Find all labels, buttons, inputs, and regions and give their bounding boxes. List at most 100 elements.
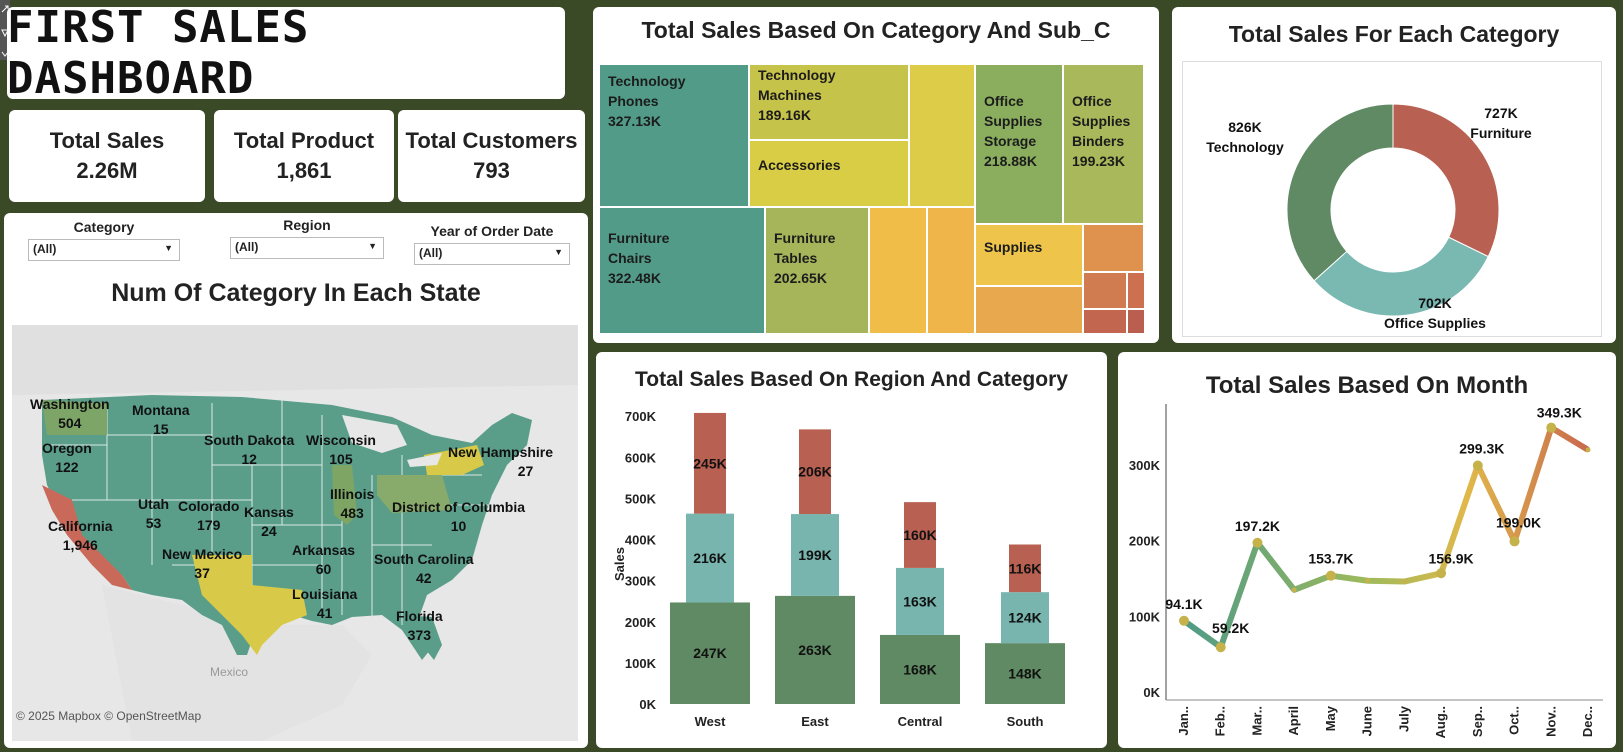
- donut-chart[interactable]: 727K Furniture 702K Office Supplies 826K Tech…: [1183, 62, 1603, 338]
- bar-value-label: 116K: [1009, 560, 1042, 576]
- state-label-california: California 1,946: [48, 518, 113, 553]
- donut-title: Total Sales For Each Category: [1228, 21, 1560, 47]
- treemap-cell-office-other-4[interactable]: [1127, 272, 1145, 309]
- treemap-cell-office-other-2[interactable]: [1083, 224, 1144, 272]
- y-tick-label: 0K: [639, 697, 656, 712]
- treemap-cell-office-binders[interactable]: Office Supplies Binders 199.23K: [1063, 64, 1144, 224]
- dropdown-value: (All): [419, 246, 443, 260]
- donut-value-label: 702K: [1418, 295, 1451, 311]
- x-tick-label: Feb..: [1213, 706, 1228, 736]
- bar-segment[interactable]: [904, 502, 936, 568]
- line-point[interactable]: [1585, 447, 1591, 453]
- bar-value-label: 263K: [798, 642, 831, 658]
- donut-slice[interactable]: [1313, 236, 1489, 317]
- line-value-label: 156.9K: [1429, 550, 1474, 566]
- y-tick-label: 200K: [625, 615, 657, 630]
- treemap-cell-tech-accessories[interactable]: Accessories: [749, 140, 909, 207]
- bar-value-label: 124K: [1008, 610, 1041, 626]
- bar-segment[interactable]: [880, 634, 960, 704]
- chevron-down-icon: ▼: [554, 247, 563, 257]
- line-panel: Total Sales Based On Month 0K 100K 200K 300…: [1118, 352, 1616, 748]
- line-point[interactable]: [1215, 642, 1226, 653]
- x-tick-label: Aug..: [1433, 706, 1448, 739]
- x-tick-label: June: [1360, 706, 1375, 736]
- treemap-cell-office-other-5[interactable]: [1083, 309, 1127, 334]
- region-dropdown[interactable]: (All) ▼: [230, 237, 384, 259]
- line-point[interactable]: [1509, 536, 1520, 547]
- line-point[interactable]: [1546, 422, 1557, 433]
- x-tick-label: Mar..: [1249, 706, 1264, 736]
- x-tick-label: Nov..: [1543, 706, 1558, 737]
- filter-label: Category: [73, 219, 135, 235]
- donut-category-label: Furniture: [1470, 125, 1532, 141]
- treemap-cell-furniture-other-1[interactable]: [869, 207, 927, 334]
- x-tick-label: West: [695, 714, 726, 729]
- us-map[interactable]: Mexico © 2025 Mapbox © OpenStreetMap Was…: [12, 325, 578, 741]
- state-label-new-mexico: New Mexico 37: [162, 546, 243, 581]
- bar-chart[interactable]: 0K 100K 200K 300K 400K 500K 600K 700K Sales 247K 2…: [596, 352, 1107, 748]
- bar-segment[interactable]: [686, 513, 734, 603]
- line-point[interactable]: [1436, 568, 1447, 579]
- treemap-cell-tech-phones[interactable]: Technology Phones 327.13K: [599, 64, 749, 207]
- line-value-label: 153.7K: [1308, 551, 1353, 567]
- donut-category-label: Technology: [1206, 139, 1284, 155]
- year-dropdown[interactable]: (All) ▼: [414, 243, 570, 265]
- state-label-kansas: Kansas 24: [244, 504, 294, 539]
- line-point[interactable]: [1401, 579, 1407, 585]
- bar-segment[interactable]: [896, 567, 944, 635]
- x-tick-label: East: [801, 714, 829, 729]
- bar-panel: Total Sales Based On Region And Category…: [596, 352, 1107, 748]
- y-tick-label: 300K: [1129, 458, 1161, 473]
- treemap-cell-tech-other[interactable]: [909, 64, 975, 207]
- state-label-utah: Utah 53: [138, 496, 170, 531]
- donut-category-label: Office Supplies: [1384, 315, 1486, 331]
- treemap-cell-office-other-3[interactable]: [1083, 272, 1127, 309]
- bar-segment[interactable]: [1009, 544, 1041, 593]
- kpi-total-sales: Total Sales 2.26M: [9, 110, 205, 202]
- line-point[interactable]: [1472, 460, 1483, 471]
- bar-segment[interactable]: [985, 643, 1065, 704]
- mexico-label: Mexico: [210, 665, 249, 679]
- kpi-value: 793: [473, 158, 510, 183]
- sales-line[interactable]: [1182, 424, 1590, 651]
- donut-slice[interactable]: [1392, 103, 1500, 258]
- line-point[interactable]: [1325, 570, 1336, 581]
- line-point[interactable]: [1179, 615, 1189, 626]
- line-value-label: 199.0K: [1496, 514, 1541, 530]
- treemap-cell-office-storage[interactable]: Office Supplies Storage 218.88K: [975, 64, 1063, 224]
- bar-segment[interactable]: [799, 429, 831, 515]
- bar-segment[interactable]: [791, 514, 839, 596]
- treemap-cell-office-other-1[interactable]: [975, 286, 1083, 334]
- treemap-cell-furniture-tables[interactable]: Furniture Tables 202.65K: [765, 207, 869, 334]
- treemap-cell-tech-machines[interactable]: Technology Machines 189.16K: [749, 64, 909, 140]
- y-tick-label: 300K: [625, 574, 657, 589]
- donut-panel: Total Sales For Each Category 727K Furnit…: [1172, 7, 1616, 343]
- treemap-cell-furniture-chairs[interactable]: Furniture Chairs 322.48K: [599, 207, 765, 334]
- treemap-title: Total Sales Based On Category And Sub_C: [641, 17, 1111, 43]
- line-chart[interactable]: 0K 100K 200K 300K 94.1K Jan.. 59.2K Feb.. 197.2K…: [1118, 352, 1616, 748]
- line-value-label: 59.2K: [1212, 620, 1249, 636]
- treemap-cell-office-other-6[interactable]: [1127, 309, 1145, 334]
- line-point[interactable]: [1252, 537, 1263, 548]
- line-point[interactable]: [1365, 578, 1371, 584]
- category-dropdown[interactable]: (All) ▼: [28, 239, 180, 261]
- kpi-label: Total Sales: [49, 128, 165, 153]
- treemap[interactable]: Technology Phones 327.13K Technology Machin…: [599, 64, 1145, 334]
- treemap-cell-furniture-other-2[interactable]: [927, 207, 975, 334]
- treemap-cell-office-supplies[interactable]: Supplies: [975, 224, 1083, 286]
- donut-chart-frame: 727K Furniture 702K Office Supplies 826K Tech…: [1182, 61, 1602, 337]
- treemap-panel: Total Sales Based On Category And Sub_C …: [593, 7, 1159, 343]
- map-attribution[interactable]: © 2025 Mapbox © OpenStreetMap: [16, 709, 202, 723]
- bar-segment[interactable]: [1001, 592, 1049, 644]
- kpi-total-customers: Total Customers 793: [398, 110, 585, 202]
- bar-segment[interactable]: [775, 595, 855, 704]
- line-point[interactable]: [1291, 587, 1297, 593]
- donut-slice[interactable]: [1286, 103, 1394, 282]
- bar-segment[interactable]: [694, 412, 726, 514]
- kpi-total-product: Total Product 1,861: [214, 110, 394, 202]
- kpi-label: Total Product: [233, 128, 375, 153]
- bar-value-label: 168K: [903, 661, 936, 677]
- bar-segment[interactable]: [670, 602, 750, 704]
- line-value-label: 94.1K: [1165, 596, 1202, 612]
- x-tick-label: Sep..: [1470, 706, 1485, 737]
